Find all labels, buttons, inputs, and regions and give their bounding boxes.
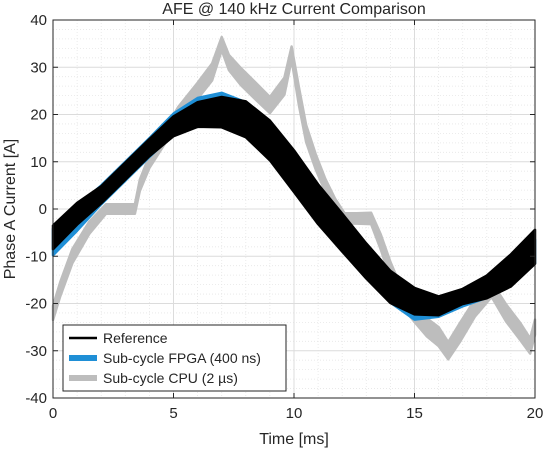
y-tick-labels: -40 -30 -20 -10 0 10 20 30 40	[25, 12, 47, 407]
axes	[52, 19, 536, 399]
x-tick-label: 10	[286, 405, 303, 422]
legend-label-sub-cycle-cpu-2-s: Sub-cycle CPU (2 µs)	[103, 370, 238, 386]
y-tick-label: 40	[30, 12, 47, 29]
legend-label-sub-cycle-fpga-400-ns: Sub-cycle FPGA (400 ns)	[103, 350, 261, 366]
y-axis-label: Phase A Current [A]	[2, 139, 19, 280]
x-tick-label: 15	[406, 405, 423, 422]
y-tick-label: 10	[30, 154, 47, 171]
x-axis-label: Time [ms]	[259, 431, 329, 448]
chart-title: AFE @ 140 kHz Current Comparison	[162, 1, 425, 18]
y-tick-label: 20	[30, 107, 47, 124]
x-tick-label: 5	[169, 405, 177, 422]
y-tick-label: -40	[25, 390, 47, 407]
legend-box	[62, 324, 287, 392]
y-tick-label: -10	[25, 248, 47, 265]
y-tick-label: 0	[39, 201, 47, 218]
legend: Reference Sub-cycle FPGA (400 ns) Sub-cycl…	[62, 324, 287, 392]
x-tick-label: 20	[527, 405, 544, 422]
legend-label-reference: Reference	[103, 330, 168, 346]
y-tick-label: 30	[30, 59, 47, 76]
y-tick-label: -30	[25, 343, 47, 360]
x-tick-labels: 0 5 10 15 20	[49, 405, 544, 422]
x-tick-label: 0	[49, 405, 57, 422]
y-tick-label: -20	[25, 296, 47, 313]
